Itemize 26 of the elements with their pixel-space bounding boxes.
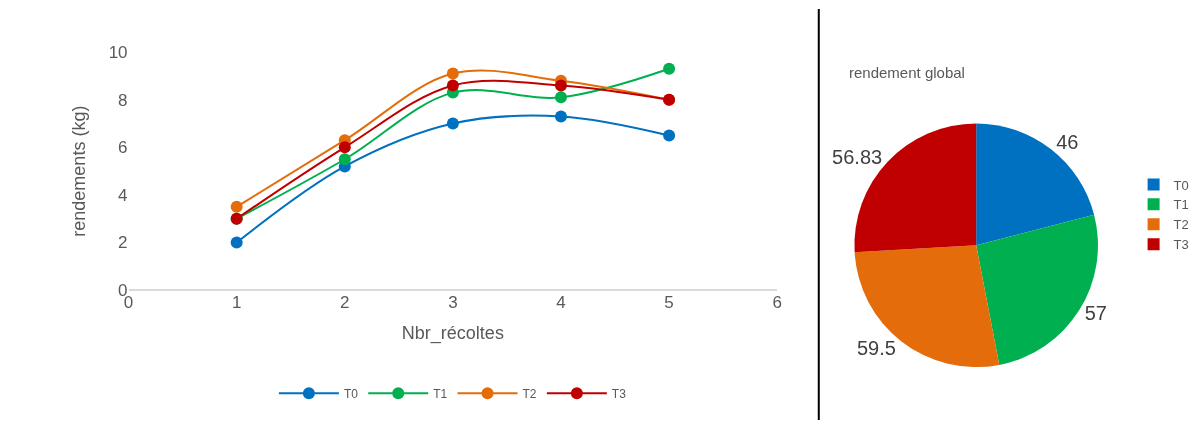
- legend-label: T0: [1173, 177, 1189, 193]
- data-label: 57: [1084, 302, 1107, 325]
- legend-label: T0: [343, 386, 359, 401]
- legend-label: T3: [1173, 237, 1189, 253]
- data-label: 46: [1056, 131, 1079, 154]
- y-tick-label: 2: [118, 233, 128, 253]
- x-tick-label: 3: [448, 293, 458, 313]
- y-tick-label: 4: [118, 185, 128, 205]
- x-tick-label: 6: [772, 293, 782, 313]
- legend-label: T3: [611, 386, 627, 401]
- legend-label: T1: [433, 386, 448, 401]
- y-tick-label: 6: [118, 138, 128, 158]
- legend-label: T1: [1173, 197, 1189, 213]
- y-tick-label: 8: [118, 90, 128, 110]
- legend-label: T2: [1173, 217, 1189, 233]
- data-label: 59.5: [856, 337, 896, 360]
- x-tick-label: 5: [664, 293, 674, 313]
- legend-label: T2: [522, 386, 537, 401]
- data-label: 56.83: [832, 145, 883, 168]
- x-axis-title: Nbr_récoltes: [401, 323, 504, 345]
- chart-title: rendement global: [849, 64, 965, 81]
- x-tick-label: 4: [556, 293, 566, 313]
- x-tick-label: 1: [231, 293, 242, 313]
- y-axis-title: rendements (kg): [68, 105, 89, 237]
- y-tick-label: 10: [108, 43, 128, 63]
- x-tick-label: 2: [340, 293, 350, 313]
